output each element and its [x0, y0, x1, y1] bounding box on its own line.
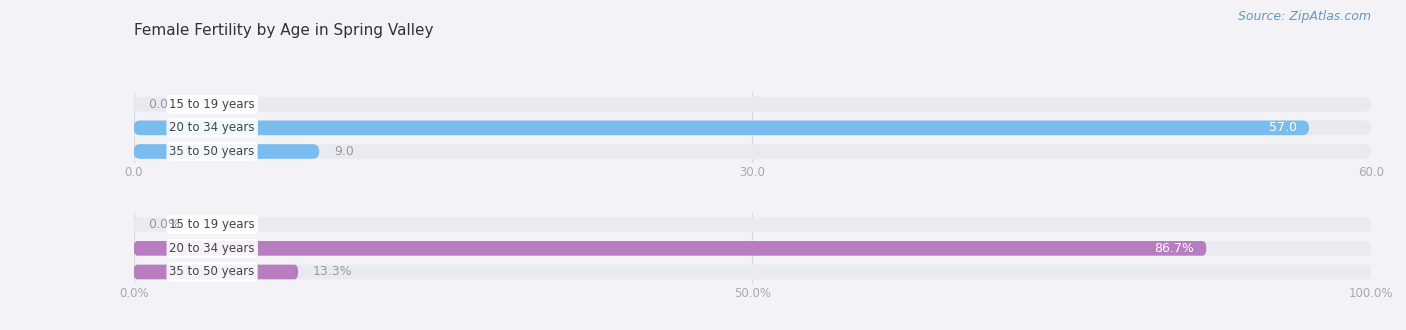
Text: 20 to 34 years: 20 to 34 years — [170, 121, 254, 134]
FancyBboxPatch shape — [134, 144, 319, 159]
Text: 20 to 34 years: 20 to 34 years — [170, 242, 254, 255]
Text: 15 to 19 years: 15 to 19 years — [170, 98, 254, 111]
Text: 0.0: 0.0 — [149, 98, 169, 111]
FancyBboxPatch shape — [134, 241, 1206, 256]
Text: 57.0: 57.0 — [1268, 121, 1296, 134]
FancyBboxPatch shape — [134, 265, 298, 279]
FancyBboxPatch shape — [134, 120, 1371, 135]
Text: 35 to 50 years: 35 to 50 years — [170, 145, 254, 158]
FancyBboxPatch shape — [134, 144, 1371, 159]
FancyBboxPatch shape — [134, 97, 1371, 112]
Text: 9.0: 9.0 — [335, 145, 354, 158]
Text: 86.7%: 86.7% — [1154, 242, 1194, 255]
FancyBboxPatch shape — [134, 217, 1371, 232]
Text: Source: ZipAtlas.com: Source: ZipAtlas.com — [1237, 10, 1371, 23]
Text: 13.3%: 13.3% — [314, 266, 353, 279]
Text: 35 to 50 years: 35 to 50 years — [170, 266, 254, 279]
Text: 15 to 19 years: 15 to 19 years — [170, 218, 254, 231]
FancyBboxPatch shape — [134, 265, 1371, 279]
Text: 0.0%: 0.0% — [149, 218, 180, 231]
Text: Female Fertility by Age in Spring Valley: Female Fertility by Age in Spring Valley — [134, 23, 433, 38]
FancyBboxPatch shape — [134, 120, 1309, 135]
FancyBboxPatch shape — [134, 241, 1371, 256]
